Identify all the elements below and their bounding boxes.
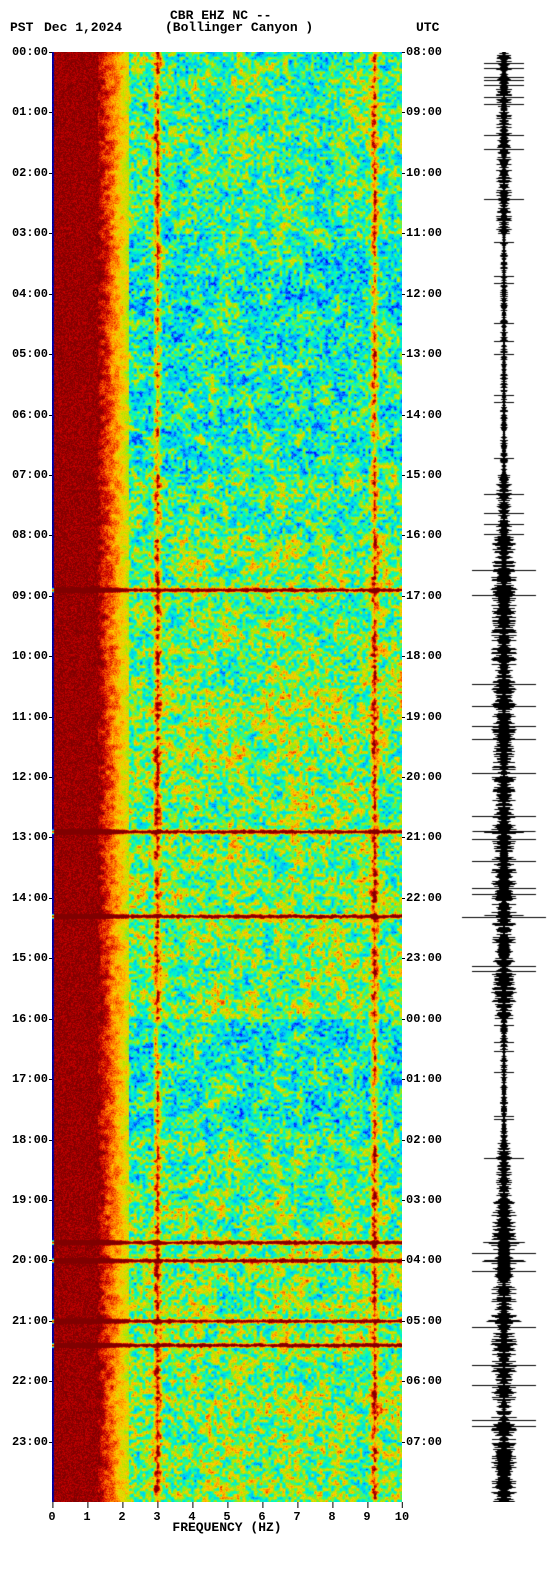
y-left-tick: 23:00 [12, 1435, 48, 1449]
y-left-tick: 19:00 [12, 1193, 48, 1207]
y-right-tick: 16:00 [406, 528, 442, 542]
y-left-tick: 02:00 [12, 166, 48, 180]
header: PST Dec 1,2024 CBR EHZ NC -- (Bollinger … [0, 6, 552, 46]
y-right-tick: 05:00 [406, 1314, 442, 1328]
y-left-tick: 20:00 [12, 1253, 48, 1267]
y-left-tick: 12:00 [12, 770, 48, 784]
y-left-tick: 16:00 [12, 1012, 48, 1026]
seismogram-canvas [460, 52, 548, 1502]
y-left-tick: 11:00 [12, 710, 48, 724]
y-left-tick: 08:00 [12, 528, 48, 542]
tz-left-label: PST [10, 20, 33, 35]
y-right-tick: 00:00 [406, 1012, 442, 1026]
y-left-tick: 09:00 [12, 589, 48, 603]
y-right-tick: 03:00 [406, 1193, 442, 1207]
y-right-tick: 04:00 [406, 1253, 442, 1267]
y-axis-left-pst: 00:0001:0002:0003:0004:0005:0006:0007:00… [0, 52, 50, 1502]
y-right-tick: 21:00 [406, 830, 442, 844]
y-left-tick: 01:00 [12, 105, 48, 119]
y-right-tick: 13:00 [406, 347, 442, 361]
y-left-tick: 21:00 [12, 1314, 48, 1328]
y-right-tick: 08:00 [406, 45, 442, 59]
y-right-tick: 15:00 [406, 468, 442, 482]
y-right-tick: 01:00 [406, 1072, 442, 1086]
spectrogram-plot [52, 52, 402, 1502]
y-right-tick: 12:00 [406, 287, 442, 301]
y-right-tick: 18:00 [406, 649, 442, 663]
y-left-tick: 06:00 [12, 408, 48, 422]
y-right-tick: 23:00 [406, 951, 442, 965]
spectrogram-canvas [52, 52, 402, 1502]
y-right-tick: 10:00 [406, 166, 442, 180]
y-right-tick: 11:00 [406, 226, 442, 240]
y-axis-right-utc: 08:0009:0010:0011:0012:0013:0014:0015:00… [404, 52, 454, 1502]
y-left-tick: 22:00 [12, 1374, 48, 1388]
y-left-tick: 05:00 [12, 347, 48, 361]
y-right-tick: 20:00 [406, 770, 442, 784]
y-left-tick: 14:00 [12, 891, 48, 905]
y-right-tick: 22:00 [406, 891, 442, 905]
seismogram-plot [460, 52, 548, 1502]
y-right-tick: 07:00 [406, 1435, 442, 1449]
y-left-tick: 17:00 [12, 1072, 48, 1086]
y-left-tick: 07:00 [12, 468, 48, 482]
y-right-tick: 09:00 [406, 105, 442, 119]
y-left-tick: 00:00 [12, 45, 48, 59]
y-left-tick: 18:00 [12, 1133, 48, 1147]
y-left-tick: 10:00 [12, 649, 48, 663]
x-axis-label: FREQUENCY (HZ) [52, 1520, 402, 1535]
y-left-tick: 15:00 [12, 951, 48, 965]
date-label: Dec 1,2024 [44, 20, 122, 35]
y-right-tick: 14:00 [406, 408, 442, 422]
y-left-tick: 13:00 [12, 830, 48, 844]
station-line-2: (Bollinger Canyon ) [165, 20, 313, 35]
y-right-tick: 06:00 [406, 1374, 442, 1388]
y-left-tick: 03:00 [12, 226, 48, 240]
tz-right-label: UTC [416, 20, 439, 35]
y-right-tick: 19:00 [406, 710, 442, 724]
y-right-tick: 17:00 [406, 589, 442, 603]
y-left-tick: 04:00 [12, 287, 48, 301]
y-right-tick: 02:00 [406, 1133, 442, 1147]
